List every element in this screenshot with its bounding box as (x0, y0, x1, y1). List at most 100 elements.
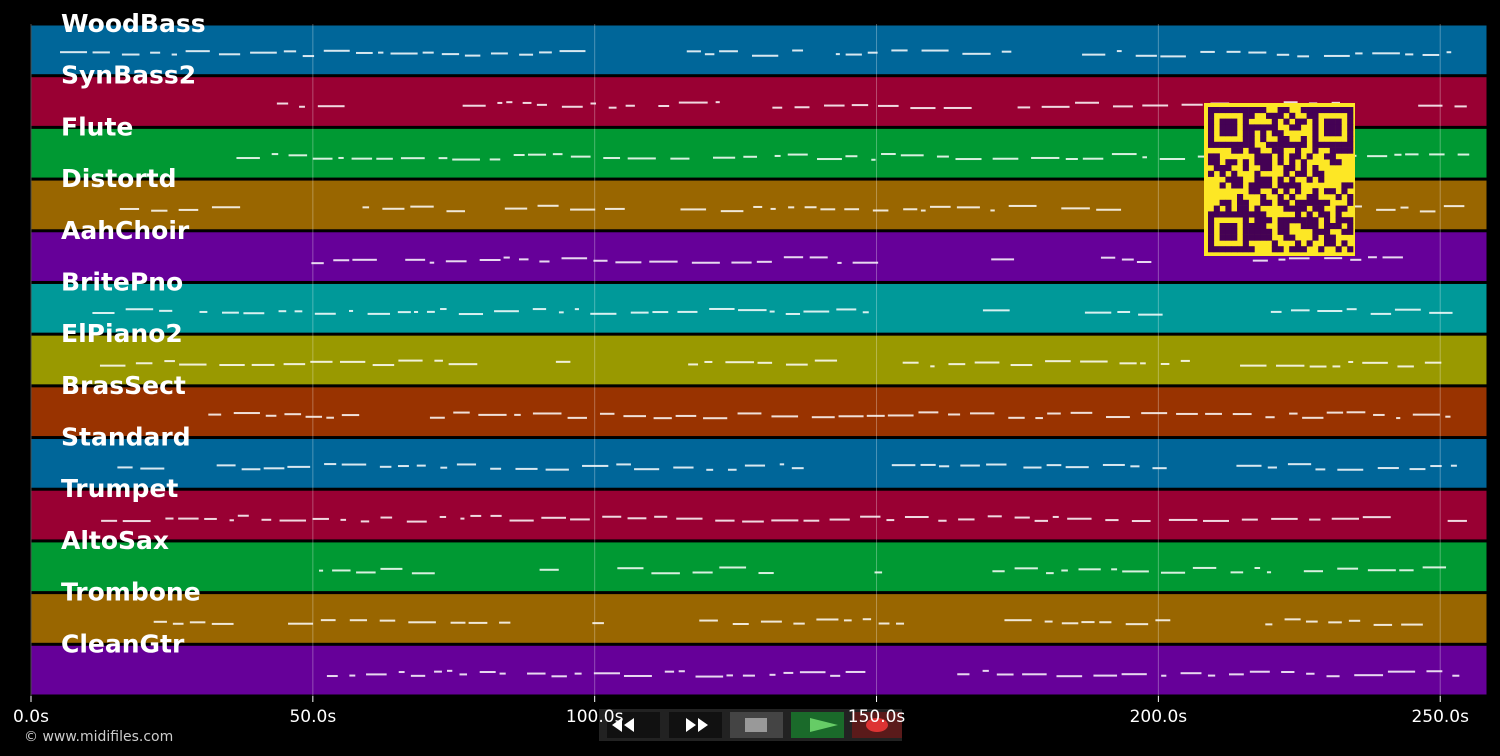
note (753, 205, 763, 208)
note (845, 155, 858, 158)
forward-button[interactable] (669, 712, 722, 738)
qr-cell (1260, 176, 1267, 183)
track-band (30, 541, 1488, 593)
stop-button[interactable] (730, 712, 783, 738)
note (630, 311, 649, 314)
note (788, 206, 795, 209)
note (1067, 517, 1092, 520)
qr-cell (1231, 130, 1238, 137)
qr-cell (1219, 107, 1226, 114)
note (896, 622, 905, 625)
qr-cell (1254, 176, 1261, 183)
qr-cell (1237, 141, 1244, 148)
note (1056, 675, 1083, 678)
qr-cell (1347, 107, 1354, 114)
note (1266, 571, 1272, 574)
note (1161, 674, 1167, 677)
note (333, 259, 350, 262)
qr-cell (1341, 240, 1348, 247)
qr-cell (1329, 118, 1336, 125)
qr-cell (1208, 136, 1215, 143)
qr-cell (1306, 217, 1313, 224)
note (438, 157, 448, 160)
note (552, 153, 563, 156)
note (1122, 570, 1149, 573)
qr-cell (1300, 170, 1307, 177)
note (1367, 569, 1396, 572)
note (715, 101, 720, 104)
qr-cell (1219, 170, 1226, 177)
note (627, 517, 647, 520)
note (903, 208, 918, 211)
qr-cell (1335, 124, 1342, 131)
qr-cell (1242, 141, 1249, 148)
note (503, 256, 510, 259)
note (1288, 257, 1310, 260)
qr-cell (1219, 118, 1226, 125)
note (1078, 568, 1101, 571)
qr-cell (1266, 234, 1273, 241)
note (302, 55, 315, 58)
record-button[interactable] (852, 712, 902, 738)
note (866, 414, 885, 417)
qr-cell (1277, 199, 1284, 206)
note (122, 520, 151, 523)
qr-cell (1242, 199, 1249, 206)
qr-cell (1324, 199, 1331, 206)
note (514, 413, 521, 416)
qr-cell (1208, 107, 1215, 114)
note (652, 311, 669, 314)
qr-cell (1208, 141, 1215, 148)
note (545, 468, 569, 471)
play-button[interactable] (791, 712, 844, 738)
qr-cell (1260, 165, 1267, 172)
qr-cell (1254, 124, 1261, 131)
qr-cell (1289, 234, 1296, 241)
note (862, 618, 872, 621)
note (398, 671, 405, 674)
note (851, 104, 869, 107)
qr-cell (1295, 240, 1302, 247)
note (1052, 515, 1059, 518)
note (1046, 572, 1054, 575)
note (1450, 464, 1457, 467)
qr-cell (1248, 147, 1255, 154)
note (378, 51, 384, 54)
qr-cell (1254, 153, 1261, 160)
note (599, 412, 615, 415)
qr-cell (1208, 130, 1215, 137)
qr-cell (1347, 124, 1354, 131)
note (920, 463, 936, 466)
note (567, 416, 587, 419)
note (208, 413, 222, 416)
qr-cell (1260, 124, 1267, 131)
note (860, 515, 881, 518)
qr-cell (1318, 199, 1325, 206)
qr-cell (1219, 141, 1226, 148)
qr-cell (1329, 124, 1336, 131)
qr-cell (1248, 211, 1255, 218)
rewind-button[interactable] (607, 712, 660, 738)
note (751, 54, 779, 57)
note (509, 519, 534, 522)
qr-cell (1335, 118, 1342, 125)
note (539, 51, 552, 54)
note (1136, 261, 1152, 264)
note (1429, 153, 1445, 156)
track-name: CleanGtr (61, 629, 185, 658)
note (1337, 468, 1364, 471)
note (783, 671, 794, 674)
note (996, 673, 1014, 676)
qr-cell (1248, 228, 1255, 235)
note (1236, 464, 1262, 467)
note (1367, 155, 1388, 158)
qr-cell (1318, 228, 1325, 235)
track-band (30, 24, 1488, 76)
note (515, 467, 538, 470)
note (1331, 101, 1341, 104)
note (920, 209, 926, 212)
qr-cell (1300, 205, 1307, 212)
note (352, 258, 377, 261)
note (757, 361, 773, 364)
qr-cell (1347, 217, 1354, 224)
